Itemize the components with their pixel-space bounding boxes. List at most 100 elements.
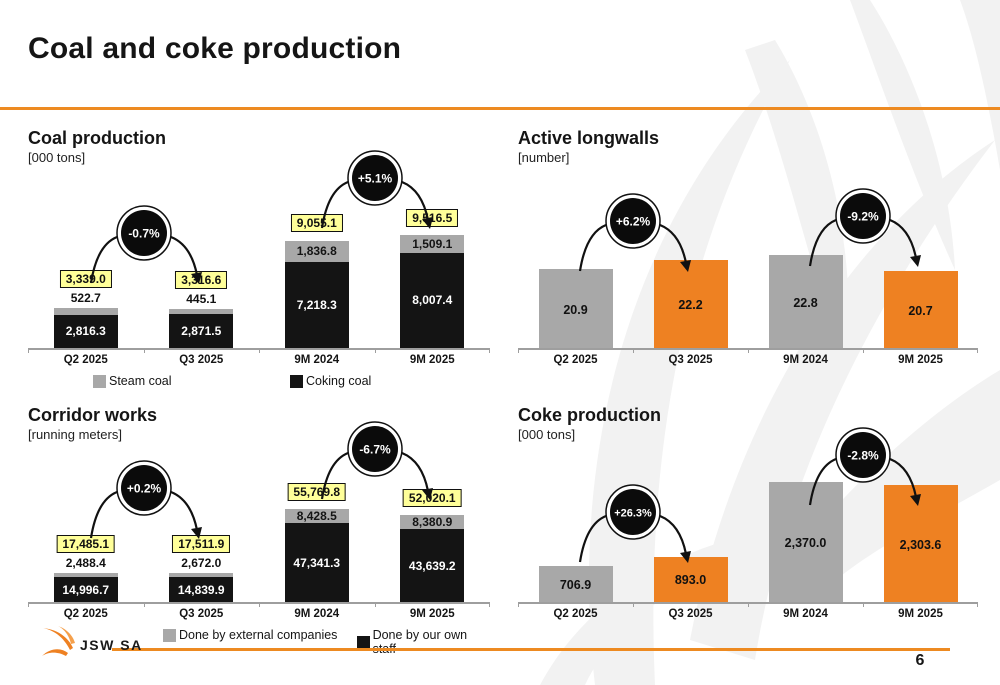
bar-q2-2025: 706.9 xyxy=(538,566,613,602)
arrowhead-icon xyxy=(190,272,202,284)
bar-9m-2024: 2,370.0 xyxy=(768,482,843,602)
footer-divider xyxy=(112,648,950,651)
chart-area-active-longwalls: Q2 2025 20.9 Q3 2025 22.2 9M 2024 22.8 9M 2025… xyxy=(518,168,978,366)
axis-tick xyxy=(143,602,145,607)
legend-swatch-gray xyxy=(163,628,176,642)
legend-coal-production: Steam coal Coking coal xyxy=(28,374,490,390)
value-label-done-by-external-companies: 8,428.5 xyxy=(296,509,337,524)
value-label: 20.7 xyxy=(908,303,933,318)
total-label: 9,055.1 xyxy=(290,214,343,233)
total-label: 17,485.1 xyxy=(56,534,116,553)
legend-label: Done by external companies xyxy=(179,628,338,642)
segment-coking-coal xyxy=(169,313,234,348)
chart-title: Active longwalls xyxy=(518,128,660,148)
change-percent-label: +6.2% xyxy=(616,215,651,229)
segment-done-by-our-own-staff xyxy=(169,577,234,602)
arc-arrow-left-icon xyxy=(808,218,837,267)
segment-steam-coal xyxy=(284,240,349,263)
value-label-coking-coal: 7,218.3 xyxy=(296,298,337,313)
change-badge: +5.1% xyxy=(320,150,433,229)
badge-disc xyxy=(120,210,167,256)
bar-q3-2025: 22.2 xyxy=(653,259,728,348)
change-badge-holder: -0.7% xyxy=(69,201,219,297)
segment-steam-coal xyxy=(400,235,465,253)
arrowhead-icon xyxy=(680,551,691,563)
change-percent-label: -6.7% xyxy=(359,443,391,457)
value-label-done-by-external-companies: 2,488.4 xyxy=(65,555,106,570)
axis-tick xyxy=(374,348,376,353)
segment-done-by-our-own-staff xyxy=(400,529,465,602)
change-percent-label: -9.2% xyxy=(847,210,879,224)
bar-9m-2025: 20.7 xyxy=(883,271,958,348)
arrowhead-icon xyxy=(680,260,691,272)
legend-swatch-black xyxy=(357,635,370,649)
total-label: 52,020.1 xyxy=(402,489,462,508)
arc-arrow-right-icon xyxy=(659,514,688,555)
category-label-9m-2025: 9M 2025 xyxy=(409,608,455,620)
header-divider xyxy=(0,107,1000,110)
category-label-9m-2025: 9M 2025 xyxy=(898,608,943,620)
axis-tick xyxy=(143,348,145,353)
arc-arrow-right-icon xyxy=(889,457,918,498)
arc-arrow-left-icon xyxy=(89,490,117,539)
bar-q3-2025: 14,839.9 2,672.0 17,511.9 xyxy=(169,534,234,602)
category-label-q2-2025: Q2 2025 xyxy=(553,354,598,366)
change-badge-holder: -9.2% xyxy=(788,184,938,280)
category-label-9m-2024: 9M 2024 xyxy=(783,608,828,620)
segment-done-by-external-companies xyxy=(169,572,234,578)
arc-arrow-left-icon xyxy=(89,235,117,284)
change-badge: -9.2% xyxy=(808,188,921,267)
bar-9m-2025: 2,303.6 xyxy=(883,485,958,602)
badge-disc xyxy=(610,489,656,535)
bar-9m-2024: 7,218.3 1,836.8 9,055.1 xyxy=(284,214,349,348)
legend-label: Steam coal xyxy=(109,374,172,388)
category-label-q3-2025: Q3 2025 xyxy=(179,354,224,366)
legend-item-coking-coal: Coking coal xyxy=(290,374,371,388)
segment-done-by-our-own-staff xyxy=(284,523,349,602)
chart-unit: [running meters] xyxy=(28,427,122,442)
bar-q2-2025: 14,996.7 2,488.4 17,485.1 xyxy=(53,534,118,602)
axis-tick xyxy=(633,348,634,353)
jsw-flame-icon xyxy=(42,626,75,656)
segment-steam-coal xyxy=(53,308,118,315)
category-label-q3-2025: Q3 2025 xyxy=(668,608,713,620)
value-label: 22.8 xyxy=(793,295,818,310)
axis-tick xyxy=(518,348,519,353)
total-label: 17,511.9 xyxy=(172,534,231,553)
value-label-done-by-external-companies: 8,380.9 xyxy=(412,515,453,530)
value-label: 893.0 xyxy=(674,573,707,588)
badge-disc xyxy=(120,465,167,511)
legend-swatch-gray xyxy=(93,374,106,388)
segment-steam-coal xyxy=(169,308,234,314)
category-label-q2-2025: Q2 2025 xyxy=(553,608,598,620)
arc-arrow-left-icon xyxy=(320,451,348,500)
badge-disc xyxy=(610,198,656,244)
arc-arrow-left-icon xyxy=(578,223,607,272)
value-label-coking-coal: 2,816.3 xyxy=(65,324,106,339)
value-label: 22.2 xyxy=(678,297,703,312)
axis-tick xyxy=(633,602,634,607)
badge-disc xyxy=(840,193,886,239)
category-label-9m-2025: 9M 2025 xyxy=(409,354,455,366)
value-label-done-by-our-own-staff: 14,996.7 xyxy=(62,582,110,597)
arc-arrow-right-icon xyxy=(170,490,198,531)
change-percent-label: +0.2% xyxy=(126,482,161,496)
segment-done-by-our-own-staff xyxy=(53,577,118,602)
chart-unit: [000 tons] xyxy=(518,427,576,442)
change-badge: -6.7% xyxy=(320,421,433,500)
change-badge-holder: +0.2% xyxy=(69,456,219,552)
chart-unit: [000 tons] xyxy=(28,150,86,165)
company-logo: JSW SA xyxy=(40,626,143,664)
axis-tick xyxy=(863,602,864,607)
segment-done-by-external-companies xyxy=(400,515,465,530)
chart-unit: [number] xyxy=(518,150,570,165)
change-percent-label: +5.1% xyxy=(357,172,392,186)
value-label-done-by-external-companies: 2,672.0 xyxy=(181,555,222,570)
chart-area-corridor-works: Q2 2025 14,996.7 2,488.4 17,485.1 Q3 2025 14,… xyxy=(28,421,490,620)
value-label-steam-coal: 1,509.1 xyxy=(412,236,453,251)
chart-area-coke-production: Q2 2025 706.9 Q3 2025 893.0 9M 2024 2,370.0 9M… xyxy=(518,427,978,620)
segment-done-by-external-companies xyxy=(53,572,118,577)
arrowhead-icon xyxy=(421,488,433,500)
change-badge: -0.7% xyxy=(89,205,202,284)
axis-tick xyxy=(259,602,260,607)
